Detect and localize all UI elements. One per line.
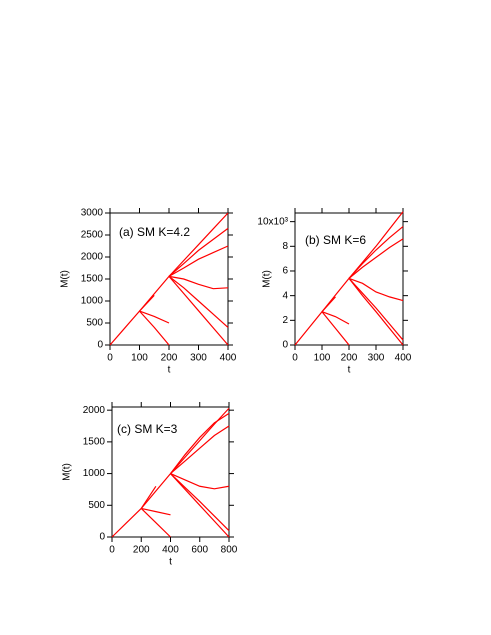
x-tick-label: 800 <box>221 545 238 556</box>
x-tick-label: 100 <box>131 353 148 364</box>
y-tick-label: 1000 <box>81 296 104 307</box>
x-tick-label: 0 <box>109 545 115 556</box>
y-axis-label: M(t) <box>60 270 71 288</box>
x-axis-label: t <box>348 365 351 376</box>
y-tick-label: 3000 <box>81 208 104 219</box>
y-tick-label: 10x10³ <box>257 216 288 227</box>
y-tick-label: 0 <box>97 340 103 351</box>
data-line <box>168 227 229 277</box>
x-tick-label: 400 <box>220 353 237 364</box>
data-line <box>170 473 230 532</box>
y-tick-label: 1500 <box>81 274 104 285</box>
x-tick-label: 200 <box>161 353 178 364</box>
x-tick-label: 100 <box>314 353 331 364</box>
y-tick-label: 0 <box>99 532 105 543</box>
y-tick-label: 500 <box>86 318 103 329</box>
data-line <box>141 507 171 516</box>
x-axis-label: t <box>168 365 171 376</box>
data-line <box>168 275 229 290</box>
data-line <box>170 425 230 475</box>
y-tick-label: 2500 <box>81 230 104 241</box>
y-tick-label: 1500 <box>83 437 106 448</box>
panel-title: (a) SM K=4.2 <box>119 225 190 239</box>
data-line <box>168 275 229 346</box>
data-line <box>168 245 229 277</box>
x-tick-label: 200 <box>133 545 150 556</box>
y-tick-label: 4 <box>282 290 288 301</box>
data-line <box>139 310 170 324</box>
x-tick-label: 400 <box>162 545 179 556</box>
y-tick-label: 1000 <box>83 468 106 479</box>
y-tick-label: 2 <box>282 315 288 326</box>
x-tick-label: 400 <box>395 353 412 364</box>
y-tick-label: 2000 <box>83 405 106 416</box>
data-line <box>321 311 350 346</box>
x-tick-label: 300 <box>368 353 385 364</box>
data-line <box>140 508 171 538</box>
data-line <box>139 310 170 346</box>
y-axis-label: M(t) <box>62 463 73 481</box>
x-tick-label: 600 <box>191 545 208 556</box>
data-line <box>170 473 230 490</box>
y-axis-label: M(t) <box>262 270 273 288</box>
data-line <box>348 277 404 302</box>
panel-title: (b) SM K=6 <box>305 233 366 247</box>
data-line <box>348 277 404 341</box>
x-axis-label: t <box>169 557 172 568</box>
y-tick-label: 2000 <box>81 252 104 263</box>
data-line <box>170 473 230 538</box>
data-line <box>140 485 157 509</box>
data-line <box>348 238 404 279</box>
x-tick-label: 0 <box>292 353 298 364</box>
data-line <box>321 296 336 313</box>
data-line <box>348 278 404 346</box>
x-tick-label: 200 <box>341 353 358 364</box>
x-tick-label: 0 <box>107 353 113 364</box>
data-line <box>139 294 155 312</box>
y-tick-label: 500 <box>88 500 105 511</box>
y-tick-label: 6 <box>282 266 288 277</box>
y-tick-label: 8 <box>282 241 288 252</box>
x-tick-label: 300 <box>190 353 207 364</box>
data-line <box>348 226 404 279</box>
y-tick-label: 0 <box>282 340 288 351</box>
panel-title: (c) SM K=3 <box>117 422 178 436</box>
data-line <box>168 275 229 328</box>
data-line <box>170 412 230 474</box>
data-line <box>321 311 350 325</box>
